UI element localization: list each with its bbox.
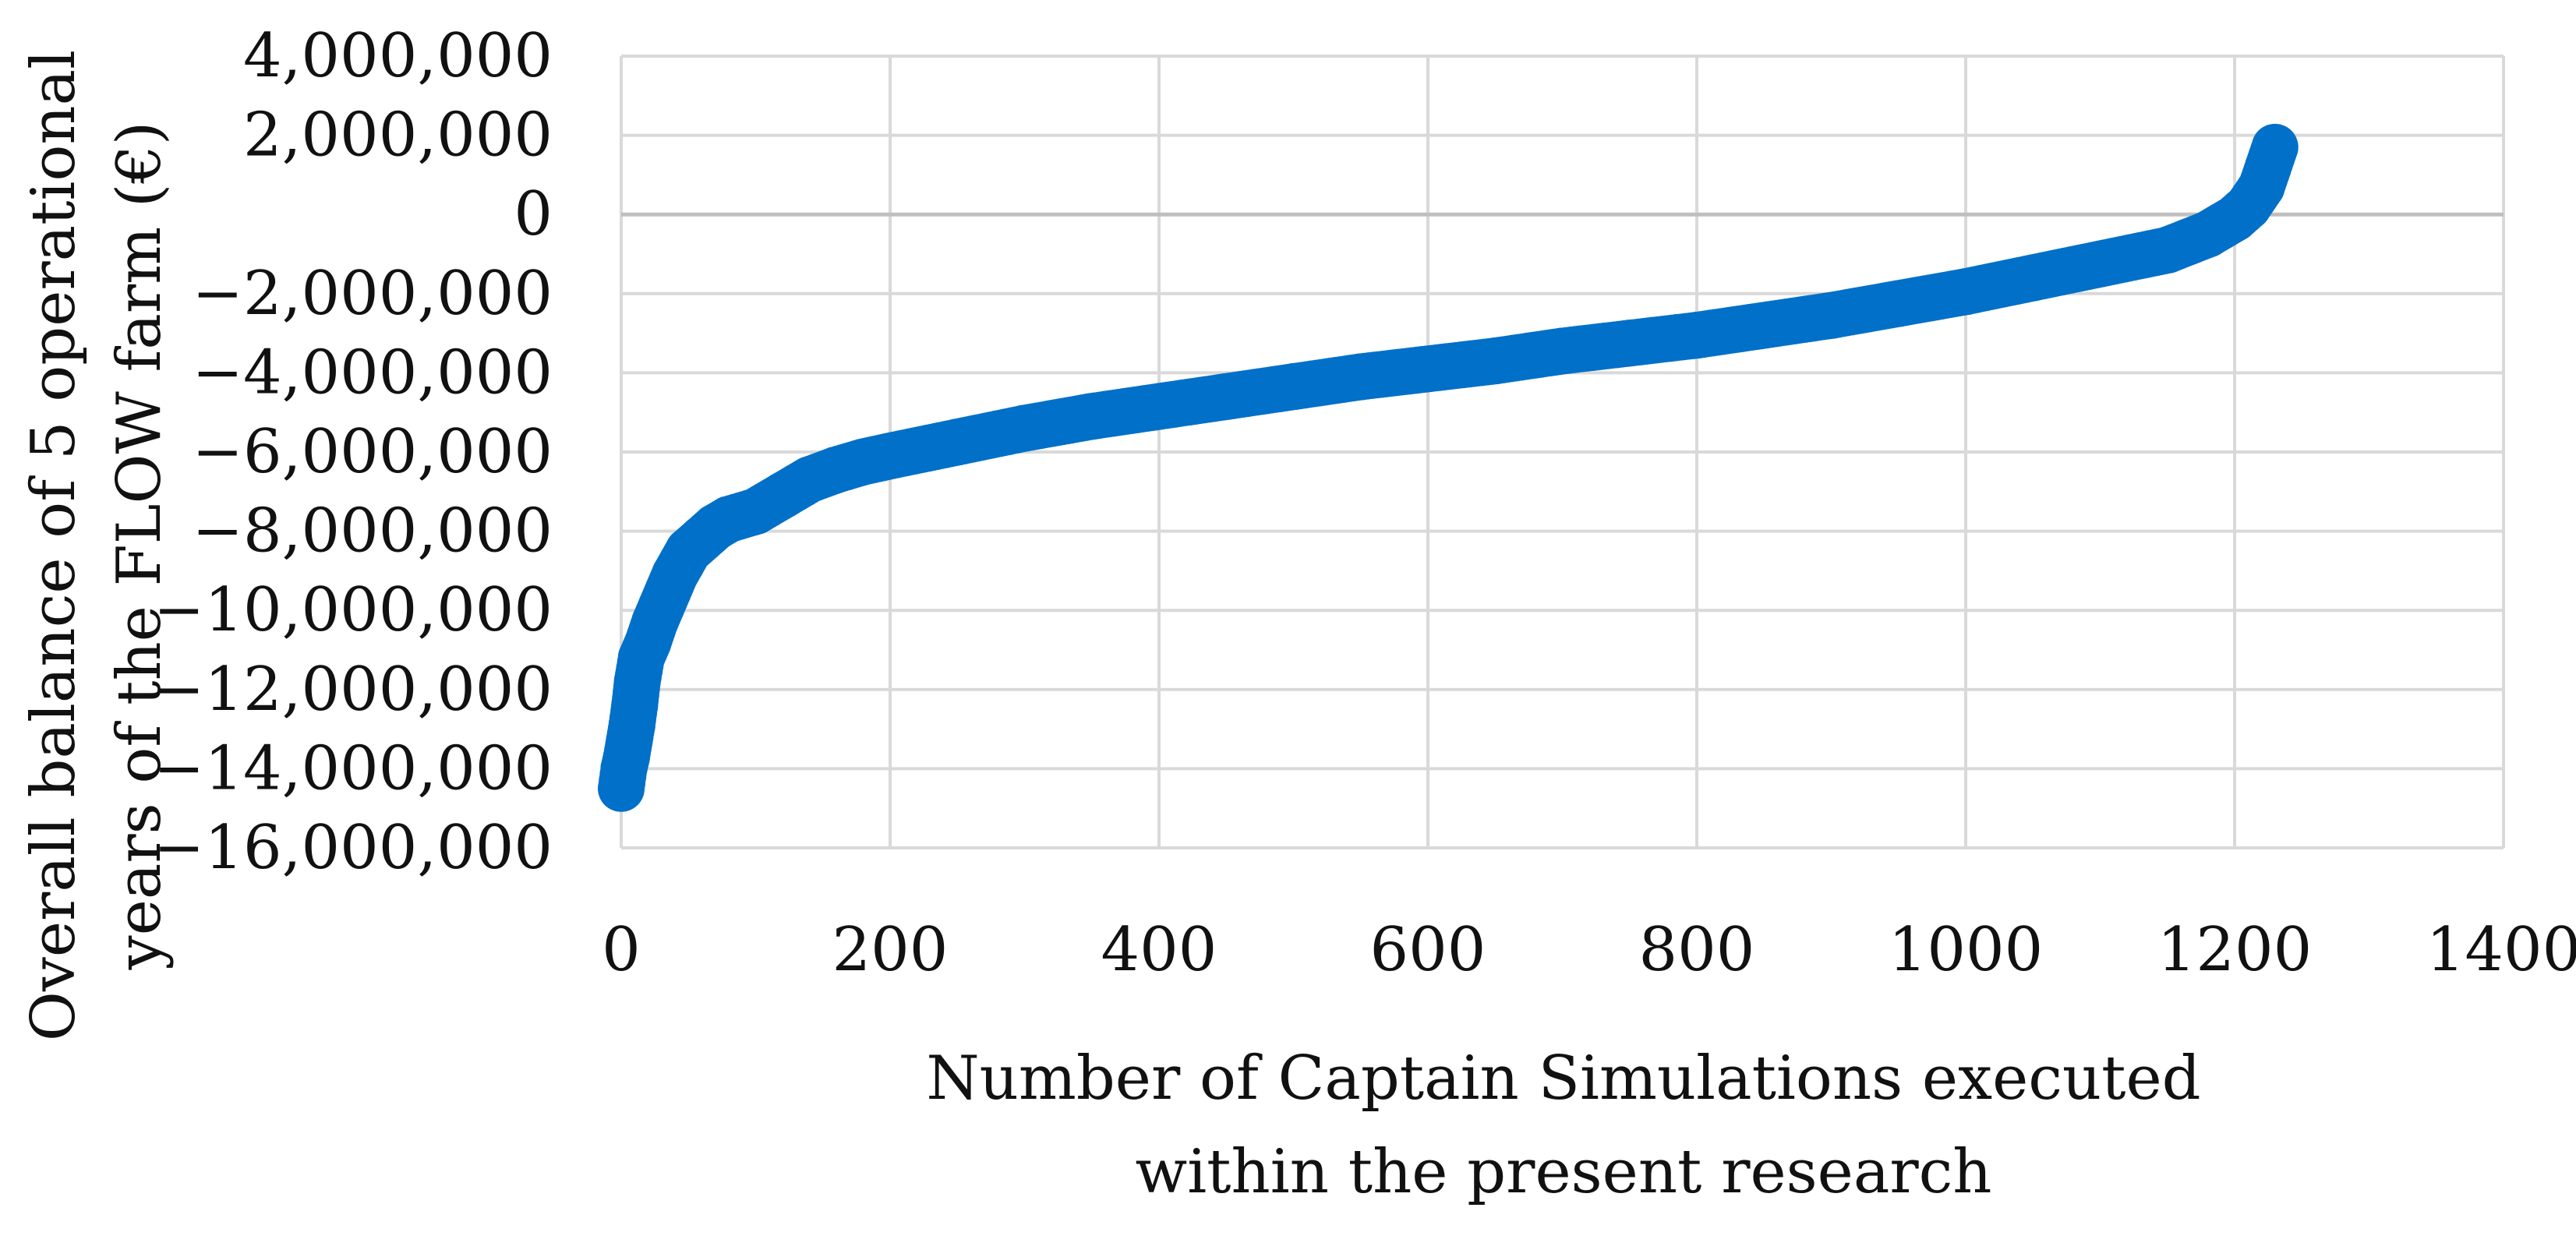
y-tick-label: −10,000,000 [154, 575, 553, 645]
x-tick-label: 1400 [2426, 915, 2576, 985]
data-point [2251, 123, 2299, 171]
y-tick-label: 2,000,000 [243, 101, 553, 171]
y-tick-label: −16,000,000 [154, 813, 553, 883]
x-axis-title-line-2: within the present research [1135, 1137, 1991, 1207]
y-axis-title-line-2: years of the FLOW farm (€) [104, 122, 175, 971]
y-tick-label: 0 [514, 179, 553, 249]
x-axis-title-line-1: Number of Captain Simulations executed [926, 1043, 2200, 1114]
x-tick-label: 400 [1101, 915, 1217, 985]
x-tick-labels: 0 200 400 600 800 1000 1200 1400 [602, 915, 2576, 985]
grid [620, 55, 2505, 849]
y-tick-label: −12,000,000 [154, 655, 553, 725]
y-tick-labels: 4,000,000 2,000,000 0 −2,000,000 −4,000,000 −… [154, 21, 553, 883]
y-tick-label: −14,000,000 [154, 733, 553, 803]
x-tick-label: 600 [1370, 915, 1486, 985]
y-tick-label: −2,000,000 [193, 259, 553, 329]
y-axis-title-2: years of the FLOW farm (€) [104, 122, 175, 971]
x-tick-label: 1000 [1889, 915, 2044, 985]
y-tick-label: −8,000,000 [193, 496, 553, 567]
x-tick-label: 200 [832, 915, 949, 985]
x-tick-label: 0 [602, 915, 641, 985]
y-axis-title-line-1: Overall balance of 5 operational [19, 50, 89, 1041]
x-tick-label: 800 [1639, 915, 1755, 985]
y-tick-label: 4,000,000 [243, 21, 553, 91]
y-axis-title: Overall balance of 5 operational [19, 50, 89, 1041]
series [598, 123, 2299, 812]
y-tick-label: −4,000,000 [193, 337, 553, 408]
x-tick-label: 1200 [2157, 915, 2313, 985]
y-tick-label: −6,000,000 [193, 417, 553, 487]
